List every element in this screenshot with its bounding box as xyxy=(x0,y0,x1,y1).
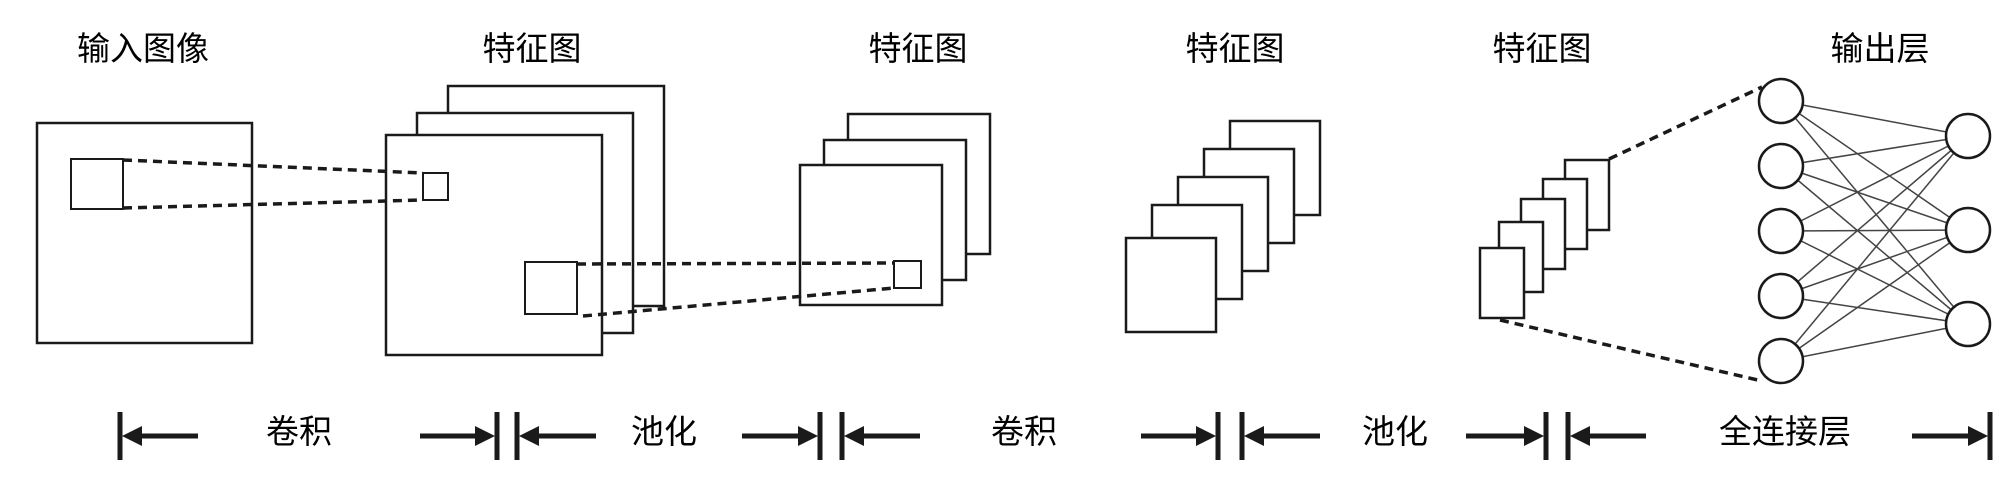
feature-map-4-layer-1 xyxy=(1478,246,1526,320)
fc-output-node xyxy=(1944,300,1992,348)
phase-arrow-head-left xyxy=(1244,426,1264,446)
label-feature-map-1: 特征图 xyxy=(483,29,582,68)
phase-markers xyxy=(117,412,1993,460)
connector-fc-bottom xyxy=(1499,318,1763,383)
fc-edge xyxy=(1780,229,1969,232)
connector-pool-bottom xyxy=(582,286,895,318)
phase-label-pool-2: 池化 xyxy=(1362,412,1428,451)
fc-edge xyxy=(1780,165,1969,325)
connector-input-bottom xyxy=(122,198,424,210)
feature-map-1-pool-window xyxy=(524,261,578,315)
phase-arrow-head-left xyxy=(1570,426,1590,446)
phase-arrow-head-right xyxy=(1968,426,1988,446)
fc-edge xyxy=(1780,229,1969,362)
feature-map-1-layer-front xyxy=(384,133,604,357)
dashed-connectors xyxy=(122,85,1763,383)
fc-edge xyxy=(1780,165,1969,231)
label-feature-map-2: 特征图 xyxy=(869,29,968,68)
fc-edge xyxy=(1780,100,1969,231)
fc-input-node xyxy=(1757,337,1805,385)
phase-arrow-head-right xyxy=(798,426,818,446)
feature-map-3-stack xyxy=(1124,119,1322,334)
fc-input-node xyxy=(1757,207,1805,255)
fc-edge xyxy=(1780,100,1969,137)
phase-arrow-head-right xyxy=(475,426,495,446)
connector-input-top xyxy=(122,158,424,175)
fc-input-node xyxy=(1757,142,1805,190)
phase-arrow-head-left xyxy=(844,426,864,446)
feature-map-3-layer-1 xyxy=(1124,236,1218,334)
connector-fc-top xyxy=(1608,85,1763,161)
label-output-layer: 输出层 xyxy=(1831,29,1930,68)
phase-label-pool-1: 池化 xyxy=(631,412,697,451)
fc-edge xyxy=(1780,229,1969,297)
fc-input-node xyxy=(1757,77,1805,125)
fc-edge xyxy=(1780,135,1969,167)
fc-output-node xyxy=(1944,206,1992,254)
phase-arrow-head-left xyxy=(122,426,142,446)
fc-edge xyxy=(1780,135,1969,232)
phase-arrow-head-right xyxy=(1196,426,1216,446)
fully-connected-nodes xyxy=(1757,77,1992,385)
connector-pool-top xyxy=(576,261,895,266)
receptive-field-box xyxy=(70,158,124,210)
fully-connected-edges xyxy=(1780,100,1969,362)
fc-edge xyxy=(1780,135,1969,297)
phase-arrow-head-left xyxy=(519,426,539,446)
fc-edge xyxy=(1780,323,1969,362)
label-feature-map-3: 特征图 xyxy=(1186,29,1285,68)
fc-edge xyxy=(1780,230,1969,325)
fc-edge xyxy=(1780,135,1969,362)
feature-map-4-stack xyxy=(1478,158,1611,320)
feature-map-2-target-cell xyxy=(893,260,922,289)
label-feature-map-4: 特征图 xyxy=(1493,29,1592,68)
feature-map-1-stack xyxy=(384,84,666,357)
feature-map-2-stack xyxy=(798,112,992,307)
phase-label-conv-2: 卷积 xyxy=(991,412,1057,451)
phase-label-fully-connected: 全连接层 xyxy=(1719,412,1851,451)
fc-edge xyxy=(1780,295,1969,325)
fc-input-node xyxy=(1757,272,1805,320)
input-image-frame xyxy=(35,121,254,345)
feature-map-1-target-cell xyxy=(422,172,449,201)
fc-edge xyxy=(1780,100,1969,325)
phase-arrow-head-right xyxy=(1524,426,1544,446)
phase-label-conv-1: 卷积 xyxy=(266,412,332,451)
fc-output-node xyxy=(1944,112,1992,160)
label-input-image: 输入图像 xyxy=(77,29,209,68)
input-image xyxy=(35,121,254,345)
